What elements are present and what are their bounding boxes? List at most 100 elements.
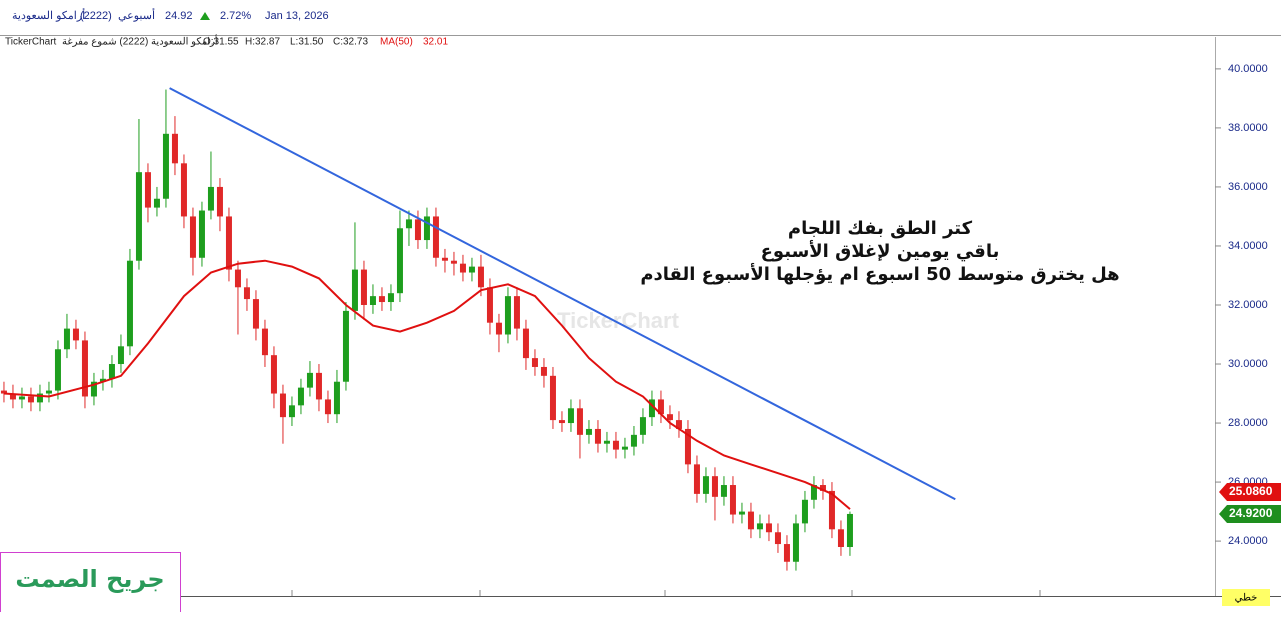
candle-body (396, 228, 403, 294)
candle-body (819, 485, 826, 491)
candle-body (387, 293, 394, 303)
change: 2.72% (220, 10, 251, 22)
candle-body (252, 299, 259, 329)
candle-body (36, 393, 43, 403)
header-bar (0, 0, 1281, 34)
candle-body (495, 322, 502, 335)
candle-body (585, 428, 592, 435)
candle-body (279, 393, 286, 418)
candle-body (54, 349, 61, 391)
price-tag (1219, 482, 1281, 501)
candle-body (612, 440, 619, 450)
ma-name: MA(50) (380, 37, 413, 48)
y-tick-label: 24.0000 (1228, 535, 1268, 547)
candle-body (414, 219, 421, 241)
desc: أرامكو السعودية (2222) شموع مفرغة (62, 35, 218, 48)
candle-body (288, 405, 295, 418)
candle-body (720, 485, 727, 497)
candle-body (72, 328, 79, 341)
candle-body (846, 513, 853, 548)
annotation: باقي يومين لإغلاق الأسبوع (761, 240, 1000, 262)
candle-body (144, 172, 151, 208)
candle-body (639, 417, 646, 435)
candle-body (621, 446, 628, 450)
candle-body (504, 296, 511, 335)
annotation: هل يخترق متوسط 50 اسبوع ام يؤجلها الأسبو… (640, 263, 1119, 285)
candle-body (765, 523, 772, 533)
candle-body (360, 269, 367, 305)
price-tag (1219, 504, 1281, 523)
mode[interactable]: خطي (1235, 593, 1258, 604)
candle-body (540, 366, 547, 376)
ohlc-open: O:31.55 (203, 37, 239, 48)
candle-body (783, 544, 790, 562)
candle-body (9, 393, 16, 400)
candle-body (117, 346, 124, 365)
candle-body (486, 287, 493, 323)
candle-body (675, 420, 682, 429)
candle-body (135, 172, 142, 261)
candle-body (459, 263, 466, 273)
candle-body (531, 358, 538, 367)
brand: TickerChart (5, 37, 57, 48)
x-ticks (104, 590, 1041, 596)
date: Jan 13, 2026 (265, 10, 329, 22)
ohlc-high: H:32.87 (245, 37, 280, 48)
mode-box[interactable] (1222, 589, 1270, 606)
candle-body (738, 511, 745, 515)
candle-body (657, 399, 664, 415)
candle-body (261, 328, 268, 356)
ma-value: 32.01 (423, 37, 448, 48)
candle-body (558, 420, 565, 424)
candle-body (216, 186, 223, 217)
candle-body (108, 364, 115, 379)
candle-body (306, 372, 313, 388)
author: جريح الصمت (15, 565, 164, 593)
price: 24.92 (165, 10, 193, 22)
trend-line (169, 87, 956, 501)
author-box (0, 552, 181, 613)
candle-body (189, 216, 196, 258)
candle-body (450, 260, 457, 264)
candle-body (576, 408, 583, 435)
candle-body (234, 269, 241, 288)
candle-body (405, 219, 412, 229)
price-tag-label: 25.0860 (1229, 484, 1273, 498)
candle-body (729, 485, 736, 515)
watermark: TickerChart (557, 308, 680, 333)
y-tick-label: 30.0000 (1228, 358, 1268, 370)
candle-body (297, 387, 304, 406)
candle-body (747, 511, 754, 530)
candle-body (198, 210, 205, 258)
candle-body (702, 476, 709, 494)
price-tag-label: 24.9200 (1229, 506, 1273, 520)
candle-body (18, 396, 25, 400)
ohlc-low: L:31.50 (290, 37, 324, 48)
y-tick-label: 34.0000 (1228, 240, 1268, 252)
candle-body (630, 434, 637, 447)
candle-body (81, 340, 88, 397)
y-tick-label: 32.0000 (1228, 299, 1268, 311)
candle-body (693, 464, 700, 494)
candle-body (207, 186, 214, 211)
candle-body (180, 163, 187, 217)
candle-body (153, 198, 160, 208)
candle-body (315, 372, 322, 400)
candle-body (513, 296, 520, 329)
stock-name: أرامكو السعودية (12, 8, 85, 22)
candle-body (171, 133, 178, 164)
candle-body (432, 216, 439, 258)
candle-body (378, 296, 385, 303)
candle-body (756, 523, 763, 530)
symbol: (2222) (80, 10, 112, 22)
up-arrow (200, 12, 210, 20)
candle-body (837, 529, 844, 548)
candle-body (567, 408, 574, 424)
y-tick-label: 28.0000 (1228, 417, 1268, 429)
candle-body (441, 257, 448, 261)
candle-body (423, 216, 430, 241)
candle-body (828, 490, 835, 530)
candle-body (162, 133, 169, 199)
candle-body (792, 523, 799, 562)
candle-body (99, 378, 106, 382)
